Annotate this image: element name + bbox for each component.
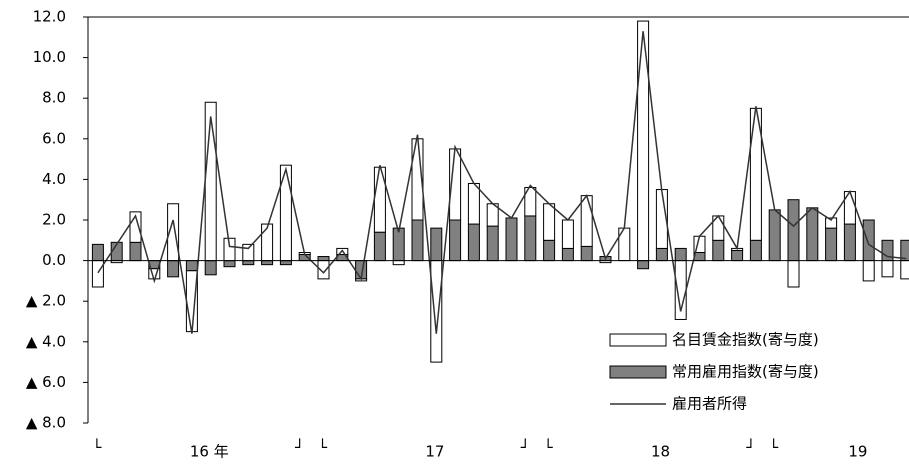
bar: [881, 260, 894, 278]
year-start: └: [769, 438, 779, 457]
bar: [900, 260, 909, 280]
bar: [486, 225, 499, 262]
legend-label: 常用雇用指数(寄与度): [672, 363, 819, 381]
y-tick-label: 2.0: [42, 211, 66, 229]
bar: [505, 217, 518, 262]
bar: [543, 203, 556, 241]
year-start: └: [318, 438, 328, 457]
bar: [91, 243, 104, 262]
y-tick-label: 12.0: [33, 8, 66, 26]
year-end: ┘: [520, 438, 530, 457]
y-tick-label: ▲ 4.0: [26, 332, 66, 350]
bar: [167, 260, 180, 278]
bar: [637, 20, 650, 262]
bar: [129, 241, 142, 262]
legend-label: 雇用者所得: [672, 395, 747, 413]
legend-swatch: [609, 333, 667, 347]
y-tick-label: ▲ 8.0: [26, 414, 66, 432]
bar: [317, 256, 330, 262]
year-label: 19: [848, 443, 867, 461]
bar: [204, 101, 217, 262]
bar: [430, 260, 443, 363]
bar: [242, 243, 255, 262]
bar: [185, 270, 198, 333]
year-label: 16 年: [190, 443, 229, 461]
bar: [411, 219, 424, 262]
bar: [655, 247, 668, 262]
year-label: 17: [425, 443, 444, 461]
bar: [373, 231, 386, 262]
bar: [392, 227, 405, 262]
bar: [524, 215, 537, 262]
bar: [862, 260, 875, 282]
legend-label: 名目賃金指数(寄与度): [672, 331, 819, 349]
line: [97, 31, 907, 334]
y-tick-label: 0.0: [42, 251, 66, 269]
bar: [129, 211, 142, 243]
bar: [467, 182, 480, 225]
y-tick-label: 10.0: [33, 48, 66, 66]
bar: [825, 217, 838, 229]
bar: [749, 239, 762, 262]
bar: [524, 187, 537, 217]
bar: [561, 219, 574, 249]
bar: [91, 260, 104, 288]
year-end: ┘: [745, 438, 755, 457]
bar: [261, 223, 274, 262]
bar: [242, 260, 255, 266]
bar: [674, 247, 687, 262]
bar: [825, 227, 838, 262]
y-tick-label: 6.0: [42, 129, 66, 147]
bar: [185, 260, 198, 272]
bar: [712, 239, 725, 262]
bar: [279, 260, 292, 266]
bar: [768, 209, 781, 262]
year-start: └: [544, 438, 554, 457]
y-tick-label: ▲ 2.0: [26, 292, 66, 310]
bar: [731, 249, 744, 262]
legend-swatch: [609, 365, 667, 379]
y-tick-label: 4.0: [42, 170, 66, 188]
bar: [843, 223, 856, 262]
y-tick-label: ▲ 6.0: [26, 373, 66, 391]
bar: [261, 260, 274, 266]
bar: [580, 245, 593, 262]
bar: [806, 207, 819, 262]
bar: [392, 260, 405, 266]
bar: [223, 260, 236, 268]
bar: [580, 195, 593, 247]
bar: [787, 199, 800, 262]
y-tick-label: 8.0: [42, 89, 66, 107]
bar: [467, 223, 480, 262]
bar: [543, 239, 556, 262]
year-start: └: [92, 438, 102, 457]
bar: [787, 260, 800, 288]
year-label: 18: [651, 443, 670, 461]
bar: [449, 219, 462, 262]
bar: [204, 260, 217, 276]
bar: [561, 247, 574, 262]
bar: [637, 260, 650, 270]
year-end: ┘: [294, 438, 304, 457]
bar: [430, 227, 443, 262]
bar: [862, 219, 875, 262]
